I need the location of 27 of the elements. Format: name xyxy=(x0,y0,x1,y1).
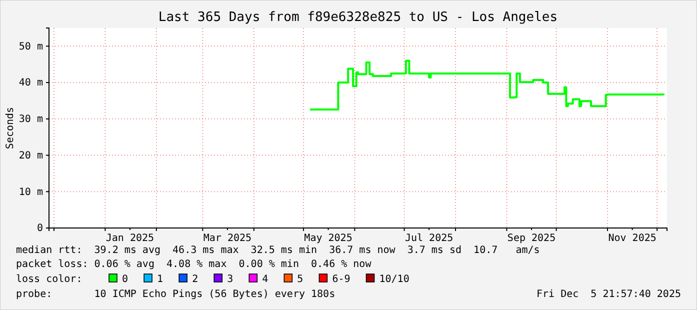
legend-label: 4 xyxy=(262,274,268,285)
x-tick-label: Jan 2025 xyxy=(106,233,154,244)
legend-label: 1 xyxy=(157,274,164,285)
text: Fri Dec 5 21:57:40 2025 xyxy=(536,289,681,300)
x-tick-label: Jul 2025 xyxy=(404,233,454,244)
legend-title: loss color: xyxy=(16,274,82,285)
legend-label: 3 xyxy=(227,274,234,285)
x-tick-label: May 2025 xyxy=(304,233,352,244)
x-tick-label: Nov 2025 xyxy=(608,233,656,244)
y-tick-label: 50 m xyxy=(18,41,43,52)
legend-label: 5 xyxy=(297,274,304,285)
legend-label: 6-9 xyxy=(332,274,350,285)
legend-label: 0 xyxy=(122,274,128,285)
y-tick-label: 30 m xyxy=(18,114,43,126)
y-tick-label: 20 m xyxy=(18,150,43,162)
y-axis-title: Seconds xyxy=(5,106,16,150)
y-tick-label: 10 m xyxy=(18,186,43,198)
chart-title: Last 365 Days from f89e6328e825 to US - Los Angeles xyxy=(158,10,558,25)
y-tick-label: 0 xyxy=(36,223,43,234)
x-tick-label: Sep 2025 xyxy=(507,233,556,244)
text: probe: 10 ICMP Echo Pings (56 Bytes) every 180s xyxy=(16,289,336,300)
y-tick-label: 40 m xyxy=(18,78,43,89)
legend-label: 2 xyxy=(192,274,198,285)
x-tick-label: Mar 2025 xyxy=(203,233,252,244)
text: packet loss: 0.06 % avg 4.08 % max 0.00 % min 0.46 % now xyxy=(16,259,372,270)
text: median rtt: 39.2 ms avg 46.3 ms max 32.5 ms min 36.7 ms now 3.7 ms sd 10.7 am/s xyxy=(16,245,540,256)
legend-label: 10/10 xyxy=(379,274,410,285)
